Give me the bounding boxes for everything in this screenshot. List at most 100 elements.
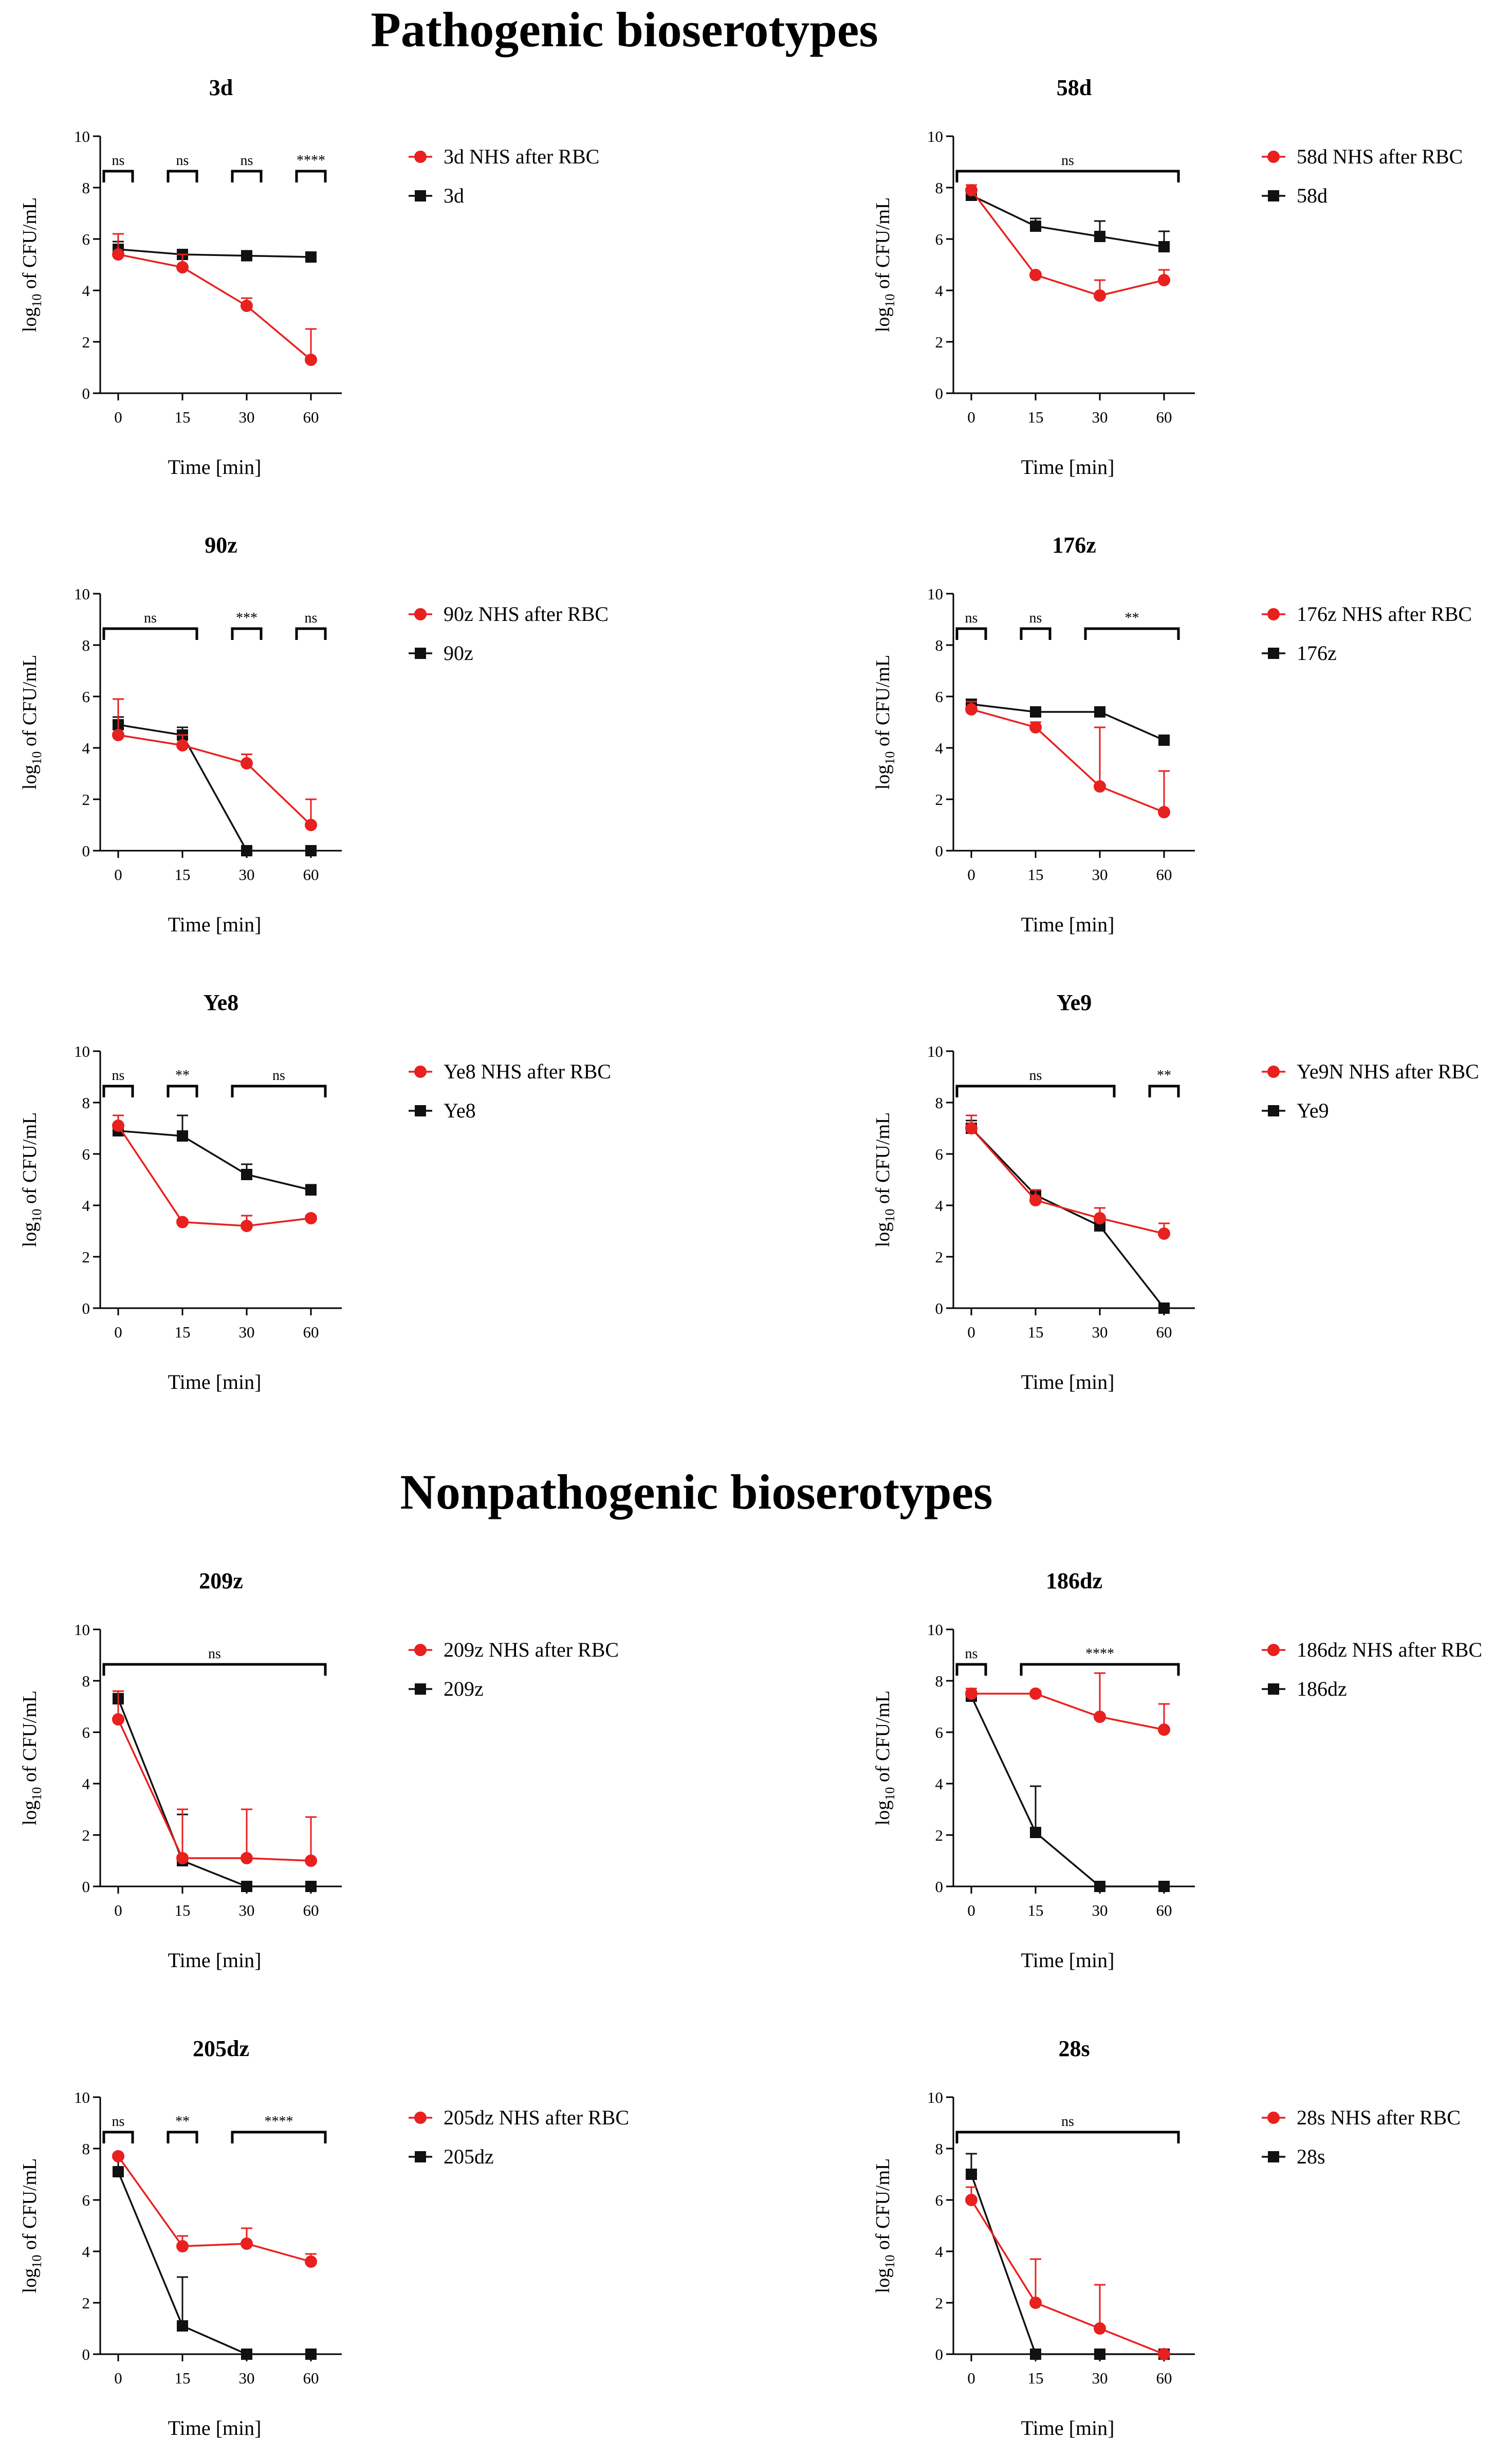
significance-bracket xyxy=(955,627,987,640)
data-point xyxy=(176,1216,189,1228)
y-tick-label: 10 xyxy=(927,127,943,145)
series-line xyxy=(118,734,312,826)
significance-label: ** xyxy=(1125,610,1139,626)
legend-label: 90z NHS after RBC xyxy=(444,602,609,626)
y-tick-label: 10 xyxy=(927,1621,943,1639)
series-nhs-after-rbc xyxy=(112,233,317,366)
data-point xyxy=(1094,1881,1105,1892)
data-point xyxy=(1094,1711,1106,1723)
y-tick-label: 8 xyxy=(935,636,944,654)
data-point xyxy=(112,1120,124,1132)
significance-bracket xyxy=(295,627,327,640)
x-tick-label: 60 xyxy=(1156,2369,1172,2387)
x-tick-label: 60 xyxy=(303,408,319,426)
y-axis-label: log10 of CFU/mL xyxy=(872,655,897,790)
significance-label: ns xyxy=(965,610,978,626)
significance-label: ns xyxy=(1029,1068,1042,1084)
x-tick-label: 30 xyxy=(1092,1323,1108,1341)
data-point xyxy=(177,1130,188,1142)
data-point xyxy=(305,251,317,263)
series-nhs-after-rbc xyxy=(965,701,1170,818)
significance-label: ns xyxy=(208,1646,221,1662)
data-point xyxy=(305,354,317,366)
y-tick-label: 2 xyxy=(82,333,90,351)
series-line xyxy=(118,724,311,852)
x-tick-label: 0 xyxy=(967,866,975,884)
significance-label: ns xyxy=(112,2114,125,2130)
series-control xyxy=(966,1120,1170,1314)
significance-bracket xyxy=(955,1085,1116,1097)
legend-label: 205dz NHS after RBC xyxy=(444,2106,629,2129)
y-tick-label: 8 xyxy=(935,1672,944,1690)
chart-title: 205dz xyxy=(193,2036,249,2061)
legend-label: Ye9N NHS after RBC xyxy=(1297,1060,1479,1083)
legend-label: 28s NHS after RBC xyxy=(1297,2106,1461,2129)
chart-90z: 90z 0 2 4 6 8 10 0 15 30 60 Time [min] log10 of CFU/… xyxy=(19,533,609,936)
significance-bracket xyxy=(1148,1085,1180,1097)
chart-title: Ye8 xyxy=(204,990,238,1015)
data-point xyxy=(1029,1687,1042,1700)
y-axis-label: log10 of CFU/mL xyxy=(872,1691,897,1825)
significance-label: ns xyxy=(1029,610,1042,626)
y-tick-label: 6 xyxy=(82,1145,90,1163)
legend-marker xyxy=(414,1644,427,1656)
significance-label: ** xyxy=(175,2114,190,2130)
x-tick-label: 0 xyxy=(114,1901,122,1919)
y-tick-label: 6 xyxy=(935,1723,944,1741)
legend-marker xyxy=(1267,608,1280,620)
x-axis-label: Time [min] xyxy=(168,2416,262,2439)
data-point xyxy=(1094,1212,1106,1224)
x-tick-label: 60 xyxy=(303,1323,319,1341)
x-tick-label: 0 xyxy=(114,408,122,426)
chart-176z: 176z 0 2 4 6 8 10 0 15 30 60 Time [min] log10 of CFU… xyxy=(872,533,1472,936)
data-point xyxy=(241,2349,252,2360)
y-tick-label: 8 xyxy=(935,1094,944,1112)
x-tick-label: 15 xyxy=(1028,2369,1044,2387)
significance-label: ns xyxy=(1061,153,1074,169)
series-line xyxy=(118,253,312,361)
legend-label: 186dz NHS after RBC xyxy=(1297,1638,1482,1661)
y-tick-label: 0 xyxy=(935,2345,944,2363)
x-tick-label: 15 xyxy=(175,866,191,884)
series-line xyxy=(970,2174,1164,2355)
legend-label: 3d xyxy=(444,184,464,207)
data-point xyxy=(1030,221,1041,232)
legend-label: 58d xyxy=(1297,184,1327,207)
series-nhs-after-rbc xyxy=(112,1690,317,1867)
chart-title: 176z xyxy=(1052,533,1096,558)
x-tick-label: 30 xyxy=(239,2369,255,2387)
x-axis-label: Time [min] xyxy=(1021,1370,1115,1393)
x-axis-label: Time [min] xyxy=(168,1949,262,1972)
significance-bracket xyxy=(295,170,327,182)
y-tick-label: 0 xyxy=(935,1299,944,1317)
y-tick-label: 4 xyxy=(935,1197,944,1215)
x-tick-label: 60 xyxy=(303,2369,319,2387)
significance-bracket xyxy=(167,1085,198,1097)
series-line xyxy=(118,248,311,258)
legend-marker xyxy=(414,151,427,163)
legend-label: 176z NHS after RBC xyxy=(1297,602,1472,626)
x-tick-label: 30 xyxy=(239,866,255,884)
data-point xyxy=(112,248,124,261)
data-point xyxy=(1094,2322,1106,2335)
significance-label: ns xyxy=(305,610,318,626)
x-axis-label: Time [min] xyxy=(168,455,262,479)
data-point xyxy=(241,1220,253,1232)
significance-bracket xyxy=(1020,627,1052,640)
y-tick-label: 10 xyxy=(74,2088,90,2106)
y-tick-label: 2 xyxy=(935,333,944,351)
data-point xyxy=(965,2194,978,2206)
chart-ye9: Ye9 0 2 4 6 8 10 0 15 30 60 Time [min] log10 of CFU/… xyxy=(872,990,1479,1393)
data-point xyxy=(1158,1303,1170,1314)
significance-label: ** xyxy=(175,1068,190,1084)
y-tick-label: 8 xyxy=(935,2140,944,2158)
series-line xyxy=(117,1125,311,1227)
legend-marker xyxy=(415,1683,426,1695)
y-tick-label: 4 xyxy=(935,2243,944,2261)
series-line xyxy=(970,1696,1164,1887)
data-point xyxy=(177,2320,188,2332)
y-axis-label: log10 of CFU/mL xyxy=(19,655,44,790)
significance-label: ns xyxy=(144,610,157,626)
x-axis-label: Time [min] xyxy=(1021,913,1115,936)
series-line xyxy=(117,1698,311,1887)
